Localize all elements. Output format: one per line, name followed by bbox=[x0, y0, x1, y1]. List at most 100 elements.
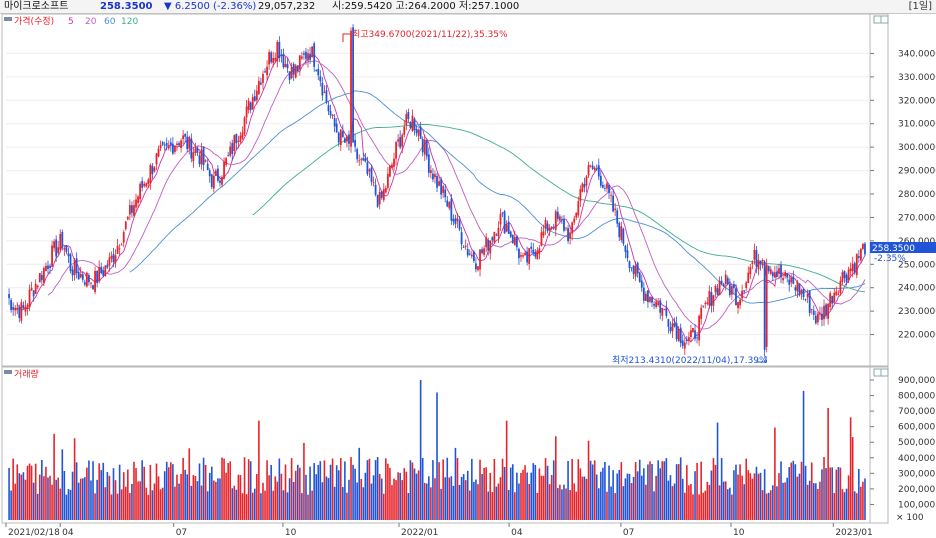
candle-body bbox=[687, 337, 690, 341]
volume-close-icon[interactable] bbox=[880, 368, 889, 377]
candle-body bbox=[642, 287, 645, 301]
candle-body bbox=[837, 293, 840, 295]
volume-bar bbox=[526, 472, 528, 520]
volume-bar bbox=[751, 478, 754, 520]
candle-body bbox=[706, 302, 709, 304]
candle-body bbox=[794, 287, 797, 291]
volume-bar bbox=[98, 463, 100, 520]
candle-body bbox=[165, 143, 168, 146]
volume-restore-icon[interactable] bbox=[873, 368, 882, 377]
price-tick-label: 270.0000 bbox=[898, 213, 936, 223]
volume-bar bbox=[190, 485, 193, 520]
candle-body bbox=[679, 327, 682, 344]
candle-body bbox=[800, 290, 803, 294]
candle-body bbox=[190, 138, 193, 159]
candle-body bbox=[309, 53, 311, 60]
volume-bar bbox=[325, 476, 328, 520]
volume-bar bbox=[671, 486, 674, 520]
panel-close-icon[interactable] bbox=[880, 15, 889, 24]
volume-bar bbox=[731, 494, 733, 520]
volume-bar bbox=[577, 459, 580, 520]
candle-body bbox=[614, 208, 617, 210]
volume-bar bbox=[354, 468, 356, 520]
volume-bar bbox=[790, 462, 793, 520]
candle-body bbox=[53, 241, 56, 249]
x-tick-label: 10 bbox=[733, 528, 745, 538]
panel-menu-icon[interactable] bbox=[4, 17, 12, 21]
candle-body bbox=[296, 65, 299, 71]
candle-body bbox=[626, 250, 629, 258]
candle-body bbox=[135, 199, 137, 208]
volume-bar bbox=[757, 473, 760, 520]
volume-bar bbox=[460, 476, 463, 520]
price-tick-label: 340.0000 bbox=[898, 49, 936, 59]
candle-body bbox=[849, 268, 852, 272]
volume-bar bbox=[405, 471, 408, 520]
volume-bar bbox=[661, 461, 664, 520]
volume-bar bbox=[118, 464, 121, 520]
candle-body bbox=[249, 102, 252, 110]
candle-body bbox=[45, 265, 47, 271]
candle-body bbox=[724, 274, 727, 285]
candle-body bbox=[819, 312, 821, 314]
volume-bar bbox=[299, 467, 301, 520]
volume-bar bbox=[380, 478, 383, 520]
candle-body bbox=[110, 255, 113, 259]
volume-bar bbox=[391, 485, 393, 520]
volume-bar bbox=[102, 462, 105, 520]
candle-body bbox=[677, 329, 680, 342]
ma20-line bbox=[47, 60, 866, 330]
volume-bar bbox=[509, 467, 512, 520]
candle-body bbox=[569, 232, 572, 239]
candle-body bbox=[595, 168, 598, 170]
candle-body bbox=[755, 250, 758, 267]
panel-restore-icon[interactable] bbox=[873, 15, 882, 24]
volume-bar bbox=[153, 483, 156, 520]
volume-bar bbox=[73, 438, 76, 520]
volume-bar bbox=[129, 493, 131, 520]
candle-body bbox=[374, 184, 377, 195]
candle-body bbox=[411, 115, 414, 132]
candle-body bbox=[118, 248, 121, 250]
volume-bar bbox=[104, 487, 107, 520]
volume-bar bbox=[847, 475, 850, 520]
candle-body bbox=[769, 269, 772, 274]
candle-body bbox=[816, 313, 819, 323]
candle-body bbox=[198, 155, 201, 165]
volume-bar bbox=[215, 481, 217, 520]
volume-bar bbox=[143, 466, 146, 520]
volume-bar bbox=[774, 427, 776, 520]
volume-bar bbox=[389, 467, 391, 520]
volume-bar bbox=[464, 480, 467, 520]
trade-volume: 29,057,232 bbox=[258, 1, 316, 12]
candle-body bbox=[651, 297, 653, 303]
volume-bar bbox=[782, 482, 784, 520]
candle-body bbox=[16, 307, 19, 311]
candle-body bbox=[788, 279, 791, 285]
candle-body bbox=[49, 265, 51, 268]
volume-bar bbox=[579, 468, 582, 520]
volume-bar bbox=[137, 481, 139, 520]
candle-body bbox=[544, 219, 547, 229]
volume-bar bbox=[438, 462, 440, 520]
candle-body bbox=[606, 183, 608, 189]
candle-body bbox=[169, 142, 172, 145]
volume-bar bbox=[772, 485, 774, 520]
candle-body bbox=[647, 290, 649, 303]
volume-bar bbox=[514, 492, 516, 520]
candle-body bbox=[446, 200, 449, 207]
volume-bar bbox=[516, 472, 518, 520]
volume-bar bbox=[401, 480, 404, 520]
candle-body bbox=[429, 170, 432, 173]
volume-menu-icon[interactable] bbox=[4, 370, 12, 374]
volume-bar bbox=[47, 477, 49, 520]
volume-bar bbox=[30, 465, 33, 520]
volume-bar bbox=[399, 472, 401, 520]
volume-bar bbox=[407, 493, 410, 520]
period-selector[interactable]: [1일] bbox=[908, 1, 932, 12]
candle-body bbox=[34, 283, 37, 294]
candle-body bbox=[147, 179, 150, 185]
candle-body bbox=[180, 140, 182, 148]
volume-bar bbox=[411, 462, 414, 520]
volume-bar bbox=[346, 492, 348, 520]
